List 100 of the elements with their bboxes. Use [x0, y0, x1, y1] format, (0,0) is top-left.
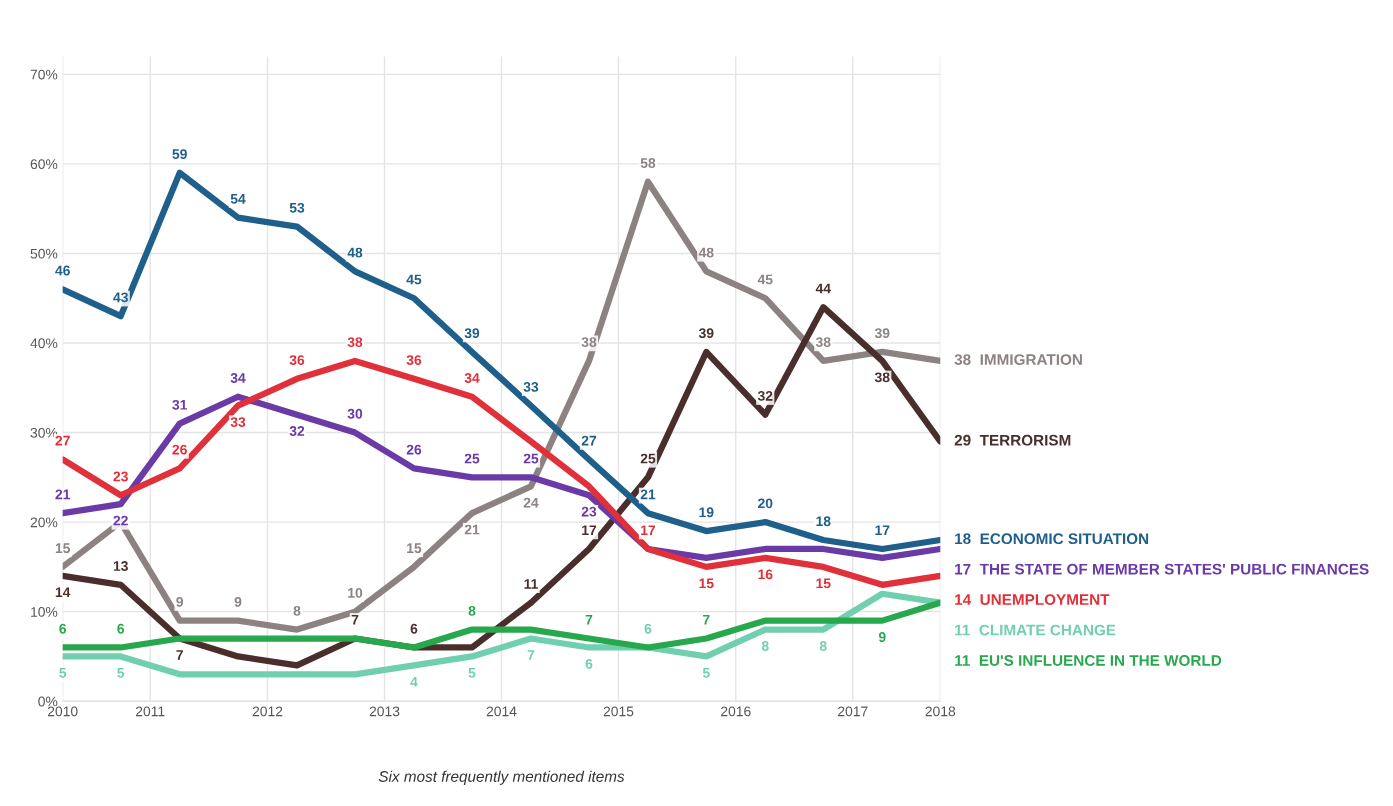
- x-tick-label: 2016: [721, 706, 751, 717]
- data-label: 23: [113, 471, 128, 482]
- data-label: 13: [113, 561, 128, 571]
- data-label: 32: [757, 390, 773, 401]
- data-label: 33: [230, 417, 246, 428]
- data-label: 5: [59, 668, 67, 678]
- data-label: 21: [464, 524, 480, 535]
- x-tick-label: 2015: [603, 706, 634, 717]
- data-label: 39: [698, 328, 714, 339]
- data-label: 38: [581, 337, 597, 348]
- data-label: 5: [702, 668, 710, 678]
- data-label: 8: [293, 605, 301, 616]
- data-label: 31: [172, 399, 188, 410]
- data-label: 26: [406, 444, 422, 455]
- data-label: 36: [289, 355, 305, 365]
- data-label: 59: [172, 149, 187, 159]
- data-label: 30: [347, 408, 363, 419]
- data-label: 38: [874, 372, 890, 383]
- text: 38 IMMIGRATION: [954, 354, 1082, 366]
- data-label: 54: [230, 194, 246, 204]
- data-label: 48: [698, 247, 714, 258]
- data-label: 7: [703, 614, 710, 625]
- data-label: 34: [464, 373, 480, 383]
- x-tick-label: 2014: [486, 706, 517, 717]
- data-label: 6: [410, 623, 418, 634]
- data-label: 17: [641, 525, 656, 535]
- y-tick-label: 20%: [30, 517, 58, 528]
- data-label: 25: [523, 453, 539, 464]
- y-tick-label: 50%: [30, 248, 58, 259]
- data-label: 4: [410, 677, 418, 687]
- data-label: 5: [117, 668, 125, 678]
- data-label: 5: [468, 668, 476, 678]
- data-label: 32: [289, 426, 305, 436]
- data-label: 15: [55, 543, 71, 554]
- data-label: 6: [59, 623, 67, 634]
- data-label: 33: [523, 382, 539, 392]
- data-label: 25: [640, 453, 656, 464]
- data-label: 23: [581, 506, 597, 517]
- data-label: 16: [758, 569, 773, 580]
- data-label: 17: [582, 525, 597, 535]
- text: 29 TERRORISM: [954, 434, 1071, 446]
- data-label: 38: [347, 337, 363, 348]
- data-label: 6: [585, 658, 593, 669]
- data-label: 10: [348, 587, 363, 598]
- data-label: 7: [585, 614, 593, 625]
- y-tick-label: 70%: [30, 69, 58, 80]
- data-label: 8: [761, 641, 769, 651]
- data-label: 24: [523, 497, 539, 508]
- data-label: 11: [524, 579, 538, 589]
- data-label: 6: [117, 623, 125, 634]
- x-tick-label: 2013: [369, 706, 400, 717]
- data-label: 19: [699, 507, 714, 518]
- data-label: 26: [172, 444, 187, 455]
- data-label: 45: [406, 274, 422, 285]
- x-tick-label: 2018: [925, 706, 956, 717]
- data-label: 8: [819, 641, 827, 651]
- data-label: 39: [464, 328, 480, 339]
- data-label: 39: [874, 328, 890, 339]
- data-label: 44: [815, 283, 831, 294]
- data-label: 45: [757, 274, 773, 285]
- data-label: 22: [113, 515, 128, 526]
- data-label: 7: [176, 650, 183, 660]
- data-label: 43: [113, 292, 128, 303]
- data-label: 9: [878, 632, 886, 642]
- data-label: 15: [407, 543, 422, 554]
- text: 14 UNEMPLOYMENT: [955, 594, 1110, 606]
- data-label: 46: [55, 265, 70, 276]
- text: 18 ECONOMIC SITUATION: [955, 533, 1149, 545]
- data-label: 15: [699, 578, 714, 589]
- data-label: 53: [289, 202, 305, 213]
- data-label: 18: [816, 516, 831, 527]
- data-label: 58: [640, 158, 656, 168]
- data-label: 9: [234, 596, 242, 607]
- y-tick-label: 0%: [38, 696, 58, 707]
- x-tick-label: 2011: [135, 706, 165, 717]
- y-tick-label: 10%: [31, 607, 58, 617]
- data-label: 34: [230, 373, 246, 383]
- x-tick-label: 2012: [252, 706, 283, 717]
- data-label: 8: [468, 605, 476, 616]
- text: 11 CLIMATE CHANGE: [955, 624, 1116, 636]
- data-label: 20: [758, 498, 773, 509]
- data-label: 48: [347, 247, 363, 258]
- data-label: 14: [55, 587, 71, 598]
- text: 11 EU'S INFLUENCE IN THE WORLD: [955, 655, 1222, 666]
- x-tick-label: 2017: [838, 706, 868, 717]
- data-label: 27: [581, 435, 597, 446]
- data-label: 21: [640, 489, 656, 500]
- data-label: 9: [176, 596, 184, 607]
- y-tick-label: 40%: [30, 338, 58, 349]
- data-label: 21: [55, 489, 71, 500]
- data-label: 15: [816, 578, 831, 589]
- text: 17 THE STATE OF MEMBER STATES' PUBLIC FINANCES: [955, 563, 1369, 575]
- data-label: 25: [464, 453, 480, 464]
- data-label: 6: [644, 623, 652, 634]
- text: Six most frequently mentioned items: [378, 770, 625, 785]
- data-label: 7: [527, 650, 535, 660]
- data-label: 36: [406, 355, 422, 365]
- data-label: 38: [815, 337, 831, 348]
- y-tick-label: 60%: [30, 159, 58, 170]
- data-label: 7: [351, 614, 359, 625]
